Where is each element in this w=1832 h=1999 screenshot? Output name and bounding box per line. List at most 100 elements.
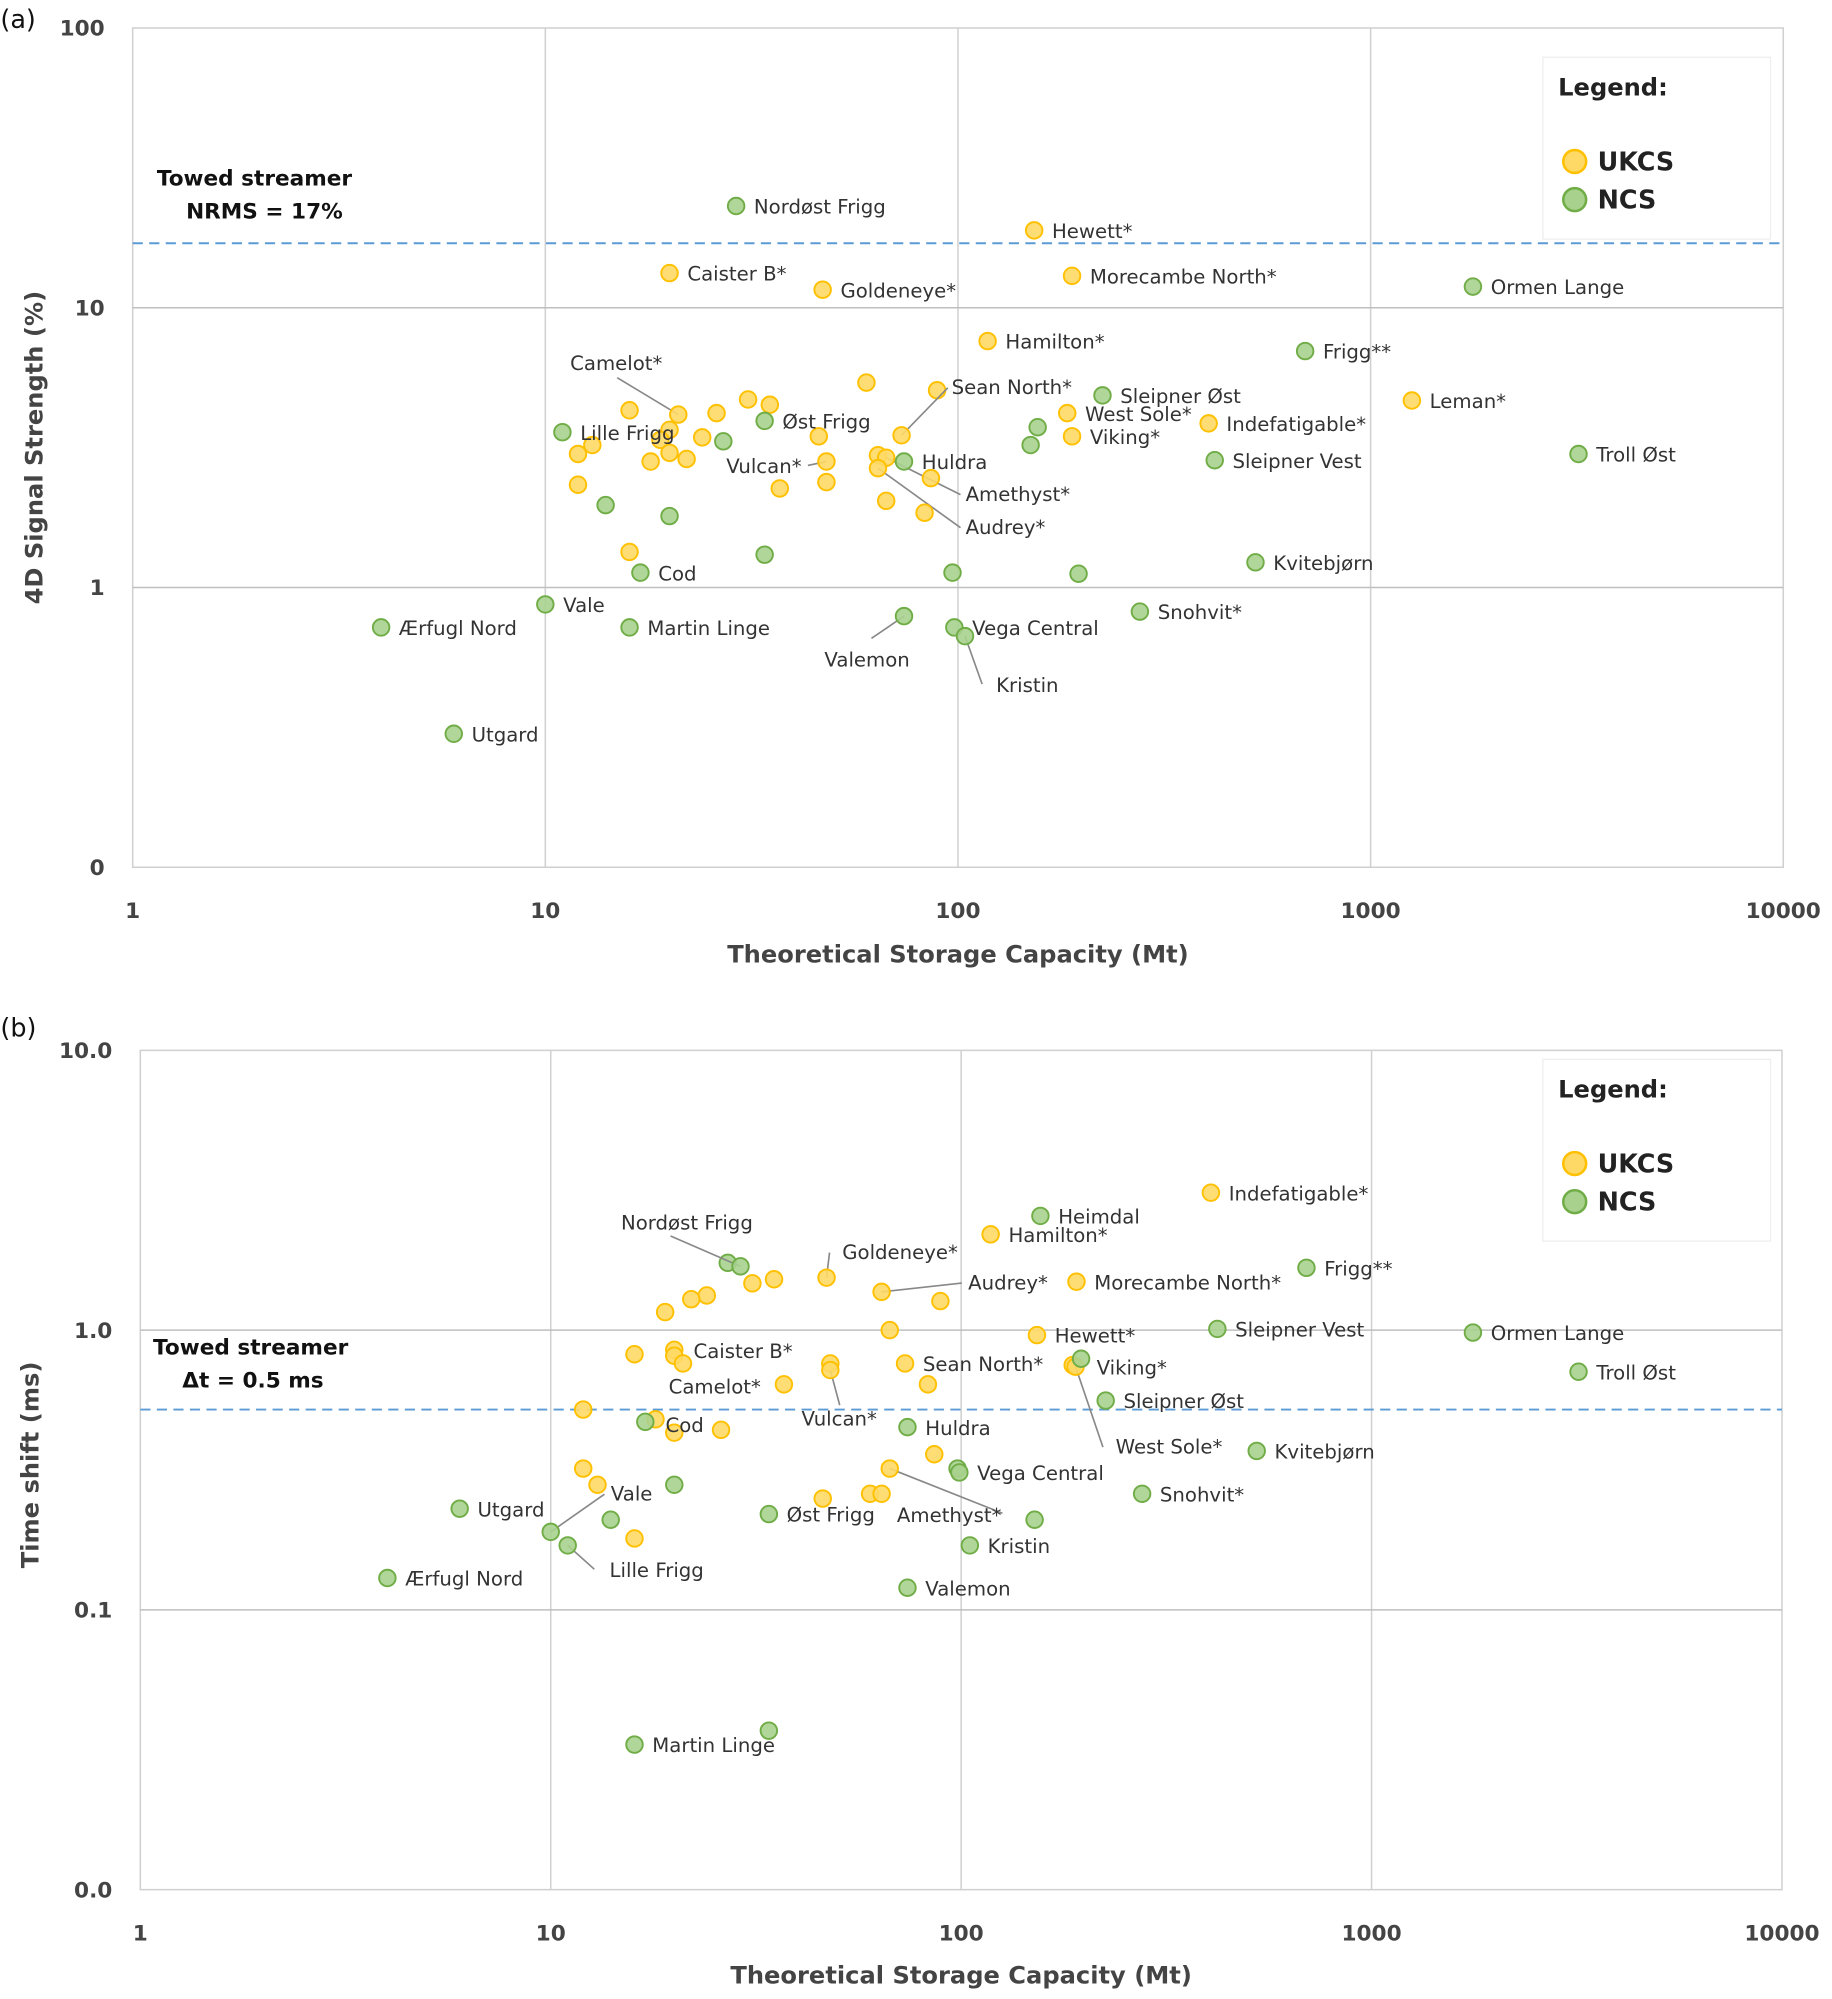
data-point-ukcs: [655, 1302, 675, 1322]
point-label: Leman*: [1430, 390, 1507, 413]
data-point-ncs: [553, 422, 572, 442]
data-point-ncs: [894, 606, 914, 626]
legend-marker-ukcs: [1561, 1150, 1588, 1177]
point-label: Kvitebjørn: [1275, 1441, 1375, 1464]
leader-line: [550, 1493, 605, 1533]
point-label: Øst Frigg: [787, 1504, 875, 1527]
legend-label-ukcs: UKCS: [1598, 146, 1675, 176]
data-point-ukcs: [1067, 1272, 1086, 1291]
data-point-ncs: [1069, 564, 1088, 583]
data-point-ncs: [731, 1257, 750, 1276]
point-label: Indefatigable*: [1229, 1182, 1369, 1205]
x-tick-label: 10000: [1744, 1922, 1819, 1947]
data-point-ukcs: [821, 1360, 840, 1380]
data-point-ukcs: [665, 1423, 684, 1442]
data-point-ncs: [1295, 341, 1315, 361]
data-point-ukcs: [918, 1375, 938, 1394]
data-point-ukcs: [620, 542, 639, 562]
data-point-ukcs: [915, 503, 934, 522]
x-tick-label: 10000: [1746, 899, 1821, 924]
x-tick-label: 1000: [1341, 1922, 1401, 1947]
data-point-ukcs: [978, 331, 997, 351]
point-label: Kristin: [996, 674, 1058, 697]
data-point-ukcs: [981, 1225, 1000, 1244]
data-point-ncs: [665, 1475, 684, 1495]
data-point-ukcs: [677, 449, 696, 469]
legend-marker-ncs: [1561, 186, 1588, 213]
data-point-ncs: [898, 1417, 917, 1437]
data-point-ukcs: [583, 435, 602, 455]
point-label: Hamilton*: [1008, 1224, 1107, 1247]
point-label: Vulcan*: [726, 455, 801, 478]
x-axis-title: Theoretical Storage Capacity (Mt): [727, 941, 1189, 969]
data-point-ukcs: [738, 390, 758, 409]
data-point-ncs: [1569, 444, 1588, 464]
point-label: Valemon: [925, 1577, 1010, 1600]
point-label: Camelot*: [669, 1376, 761, 1399]
data-point-ncs: [960, 1536, 980, 1555]
data-point-ukcs: [1024, 221, 1044, 240]
point-label: Cod: [658, 562, 696, 585]
data-point-ukcs: [809, 427, 829, 446]
data-point-ukcs: [588, 1475, 607, 1495]
point-label: Sean North*: [952, 376, 1073, 399]
data-point-ncs: [625, 1735, 644, 1754]
data-point-ukcs: [574, 1400, 593, 1419]
data-point-ncs: [558, 1536, 577, 1555]
leader-line: [900, 387, 949, 436]
x-tick-label: 100: [939, 1922, 984, 1947]
point-label: Vega Central: [977, 1462, 1104, 1485]
x-tick-label: 1: [133, 1922, 148, 1947]
data-point-ncs: [1071, 1349, 1091, 1368]
y-tick-label: 1.0: [74, 1319, 112, 1344]
point-label: Caister B*: [687, 263, 786, 286]
point-label: Vulcan*: [802, 1407, 877, 1430]
data-point-ncs: [1205, 451, 1224, 470]
y-tick-label: 10: [75, 296, 105, 321]
data-point-ncs: [660, 506, 679, 526]
point-label: Ormen Lange: [1491, 276, 1625, 299]
point-label: Martin Linge: [647, 617, 770, 640]
data-point-ncs: [1096, 1391, 1115, 1410]
data-point-ncs: [1246, 553, 1265, 572]
y-tick-label: 1: [90, 576, 105, 601]
point-label: Hamilton*: [1005, 331, 1104, 354]
point-label: Cod: [665, 1414, 703, 1437]
data-point-ukcs: [641, 452, 660, 471]
data-point-ncs: [894, 452, 914, 471]
data-point-ncs: [1247, 1441, 1266, 1461]
leader-line: [877, 467, 961, 529]
leader-line: [616, 376, 679, 416]
data-point-ukcs: [921, 468, 941, 488]
data-point-ncs: [1297, 1258, 1316, 1278]
panel-label: (b): [0, 1012, 36, 1042]
leader-line: [881, 1282, 962, 1293]
data-point-ncs: [378, 1568, 397, 1588]
data-point-ncs: [371, 618, 391, 637]
reference-annotation-line1: Towed streamer: [153, 1335, 349, 1360]
data-point-ukcs: [817, 452, 836, 471]
data-point-ukcs: [817, 472, 836, 492]
point-label: Valemon: [824, 648, 909, 671]
point-label: West Sole*: [1085, 403, 1192, 426]
y-axis-title: Time shift (ms): [17, 1362, 45, 1569]
point-label: Camelot*: [570, 352, 662, 375]
point-label: Nordøst Frigg: [754, 196, 886, 219]
point-label: Utgard: [472, 723, 539, 746]
data-point-ukcs: [927, 381, 947, 400]
data-point-ncs: [1130, 602, 1150, 621]
data-point-ukcs: [1058, 403, 1077, 423]
legend-marker-ukcs: [1561, 148, 1588, 175]
data-point-ncs: [1021, 435, 1040, 455]
point-label: Huldra: [922, 451, 987, 474]
point-label: Vale: [611, 1483, 653, 1506]
point-label: Amethyst*: [897, 1504, 1002, 1527]
point-label: Frigg**: [1324, 1257, 1392, 1280]
data-point-ukcs: [817, 1268, 836, 1287]
point-label: Vega Central: [972, 617, 1099, 640]
point-label: Morecambe North*: [1094, 1271, 1281, 1294]
data-point-ncs: [601, 1510, 620, 1529]
data-point-ncs: [1025, 1510, 1044, 1529]
x-axis-title: Theoretical Storage Capacity (Mt): [730, 1962, 1192, 1990]
